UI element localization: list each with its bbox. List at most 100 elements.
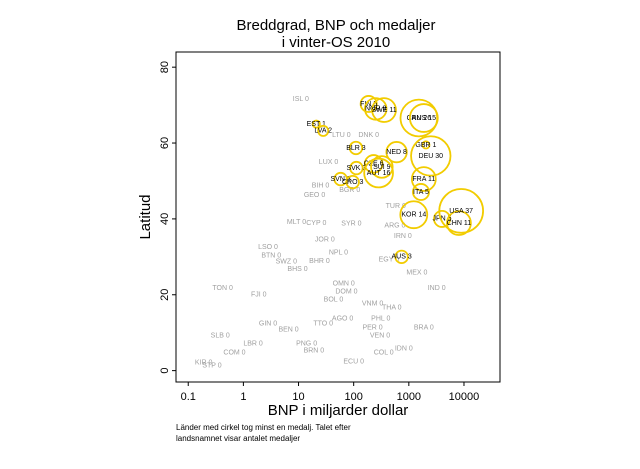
x-tick-label: 0.1	[181, 391, 196, 403]
country-label: VNM 0	[362, 301, 384, 308]
y-tick-label: 0	[159, 368, 171, 374]
plot-frame	[175, 51, 501, 383]
chart-title: i vinter-OS 2010	[282, 34, 390, 51]
country-label: MEX 0	[406, 270, 427, 277]
country-label: CHN 11	[447, 220, 471, 227]
country-label: PHL 0	[371, 315, 390, 322]
country-label: TUR 0	[386, 203, 406, 210]
country-label: SWE 11	[371, 107, 396, 114]
country-label: GIN 0	[259, 320, 277, 327]
country-label: ARG 0	[384, 223, 405, 230]
country-label: NOR 9	[365, 106, 387, 113]
country-label: BOL 0	[324, 297, 344, 304]
country-label: COL 0	[374, 350, 394, 357]
country-label: TTO 0	[313, 320, 333, 327]
medal-bubble	[433, 209, 451, 228]
country-label: AUS 3	[391, 254, 411, 261]
country-label: CYP 0	[306, 220, 326, 227]
x-tick-label: 10	[292, 391, 304, 403]
medal-bubble	[421, 140, 431, 150]
country-label: ITA 5	[413, 189, 429, 196]
country-label: EST 1	[307, 121, 326, 128]
x-tick-label: 1000	[397, 391, 421, 403]
country-label: FJI 0	[251, 292, 267, 299]
country-label: MLT 0	[287, 219, 306, 226]
country-label: CRO 3	[342, 179, 364, 186]
medal-bubble	[317, 124, 330, 137]
medal-bubble	[408, 103, 439, 133]
x-tick-label: 100	[345, 391, 363, 403]
country-label: GBR 1	[415, 142, 436, 149]
country-label: EGY 0	[379, 257, 400, 264]
country-label: THA 0	[382, 304, 402, 311]
country-label: RUS 15	[412, 115, 437, 122]
country-label: TON 0	[212, 285, 233, 292]
country-label: STP 0	[202, 363, 221, 370]
x-tick-label: 1	[240, 391, 246, 403]
country-label: BIH 0	[312, 183, 330, 190]
country-label: BHR 0	[309, 258, 330, 265]
country-label: CZE 6	[364, 161, 384, 168]
medal-bubble	[410, 166, 437, 192]
medal-bubble	[410, 135, 452, 177]
country-label: BRA 0	[414, 325, 434, 332]
country-label: USA 37	[449, 208, 473, 215]
country-label: SYR 0	[341, 221, 361, 228]
country-label: DEU 30	[419, 153, 444, 160]
country-label: GEO 0	[304, 192, 326, 199]
country-label: DNK 0	[358, 132, 379, 139]
medal-bubble	[345, 174, 360, 190]
medal-bubble	[412, 183, 430, 201]
country-label: OMN 0	[333, 281, 355, 288]
country-label: COM 0	[223, 350, 245, 357]
country-label: IRN 0	[394, 233, 412, 240]
x-axis-label: BNP i miljarder dollar	[268, 402, 409, 419]
country-label: BEN 0	[278, 326, 298, 333]
country-label: BRN 0	[304, 347, 325, 354]
country-label: FIN 5	[360, 101, 377, 108]
country-label: SVN 3	[331, 176, 351, 183]
country-label: FRA 11	[412, 176, 435, 183]
country-label: ISL 0	[293, 96, 309, 103]
country-label: BGR 0	[339, 187, 360, 194]
medal-bubble	[371, 97, 397, 123]
y-axis-label: Latitud	[137, 194, 154, 239]
country-label: IDN 0	[395, 345, 413, 352]
y-tick-label: 60	[159, 137, 171, 149]
country-label: PNG 0	[296, 341, 317, 348]
note: Länder med cirkel tog minst en medalj. T…	[176, 423, 351, 432]
country-label: SUI 9	[373, 164, 391, 171]
country-label: BHS 0	[287, 266, 307, 273]
country-label: LUX 0	[319, 159, 339, 166]
y-tick-label: 20	[159, 289, 171, 301]
y-tick-label: 40	[159, 213, 171, 225]
country-label: LSO 0	[258, 244, 278, 251]
medal-bubble	[446, 210, 472, 236]
country-label: AUT 16	[367, 170, 391, 177]
medal-bubble	[394, 249, 409, 264]
y-tick-label: 80	[159, 61, 171, 73]
medal-bubble	[348, 140, 364, 156]
country-label: JOR 0	[315, 237, 335, 244]
country-label: SWZ 0	[276, 259, 297, 266]
country-label: AGO 0	[332, 315, 354, 322]
country-label: DOM 0	[335, 289, 357, 296]
medal-bubble	[385, 141, 408, 164]
country-label: KIR 0	[195, 359, 213, 366]
country-label: LTU 0	[332, 132, 351, 139]
country-label: LBR 0	[243, 341, 263, 348]
medal-bubble	[399, 200, 429, 230]
country-label: LVA 2	[314, 128, 332, 135]
country-label: BLR 3	[346, 145, 366, 152]
x-tick-label: 10000	[449, 391, 480, 403]
medal-bubble	[359, 95, 378, 113]
country-label: PER 0	[362, 325, 382, 332]
country-label: KOR 14	[401, 212, 426, 219]
medal-bubble	[438, 188, 484, 234]
country-label: NED 8	[386, 149, 407, 156]
country-label: SVK 3	[346, 165, 366, 172]
country-label: IND 0	[428, 285, 446, 292]
medal-bubble	[311, 119, 321, 129]
country-label: CAN 26	[407, 115, 432, 122]
